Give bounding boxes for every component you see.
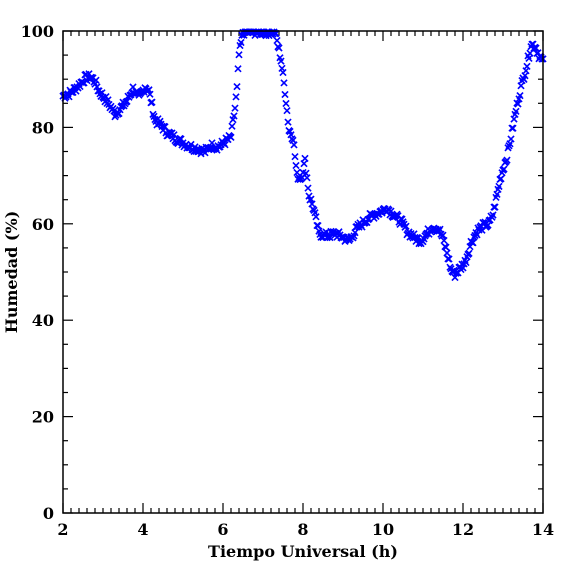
data-point [233,82,241,91]
x-tick-label: 4 [137,520,148,539]
data-point [300,159,308,168]
data-point [509,124,517,132]
data-point [473,231,481,239]
tick-labels: 2 4 6 8 10 12 14 0 20 40 60 80 100 [21,22,555,539]
data-point [102,93,110,101]
data-point [284,118,292,126]
data-point [443,249,451,257]
data-point [304,184,312,192]
data-point [187,140,195,149]
data-point [442,243,450,251]
x-tick-label: 2 [57,520,68,539]
y-tick-label: 0 [43,504,54,523]
data-point [148,98,156,106]
data-point [532,44,540,52]
x-axis-title: Tiempo Universal (h) [208,542,398,561]
data-point [92,76,100,84]
data-point [512,107,520,115]
data-point [281,90,289,99]
data-point [129,83,137,91]
y-tick-label: 60 [32,215,54,234]
data-point [170,131,178,139]
data-point [439,231,447,239]
data-point [497,175,505,183]
x-tick-label: 8 [297,520,308,539]
data-point [279,68,287,77]
y-tick-label: 40 [32,311,54,330]
data-point [275,44,283,52]
data-point [161,123,169,131]
data-point [280,79,288,87]
data-point [326,233,334,242]
x-tick-label: 10 [372,520,394,539]
data-point [228,122,236,130]
data-point [146,90,154,98]
y-tick-label: 100 [21,22,54,41]
y-axis-title: Humedad (%) [2,211,21,334]
data-point [232,93,240,101]
data-point [273,36,281,45]
data-point [231,104,239,112]
data-point [465,249,473,257]
y-tick-label: 80 [32,118,54,137]
data-point [290,141,298,149]
data-point [491,203,499,211]
plot-frame [62,30,544,514]
data-point [221,141,229,149]
data-point [462,258,470,267]
data-point [177,135,185,143]
data-point [283,107,291,115]
data-point [291,153,299,161]
data-point [272,29,280,38]
axis-ticks [62,30,544,514]
data-point [495,182,503,191]
data-point [234,65,242,73]
data-point [312,213,320,221]
data-point [277,57,285,65]
data-point [314,221,322,230]
data-point [523,62,531,70]
data-point [534,49,542,57]
data-point [293,168,301,177]
data-point [301,154,309,163]
data-point [500,165,508,173]
data-point [469,239,477,247]
data-point [445,255,453,263]
data-point [303,174,311,182]
data-point [525,54,533,62]
data-point [351,228,359,237]
data-point [227,133,235,141]
data-point [517,82,525,90]
data-point [516,91,524,100]
data-point [503,156,511,164]
data-point [282,99,290,108]
data-point [237,38,245,47]
data-point [440,236,448,245]
data-point [507,135,515,143]
x-tick-label: 6 [217,520,228,539]
x-tick-label: 14 [532,520,554,539]
data-points [59,28,547,282]
data-point [230,112,238,120]
data-point [489,211,497,219]
data-point [402,222,410,230]
x-tick-label: 12 [452,520,474,539]
data-point [235,51,243,59]
y-tick-label: 20 [32,408,54,427]
data-point [292,161,300,170]
